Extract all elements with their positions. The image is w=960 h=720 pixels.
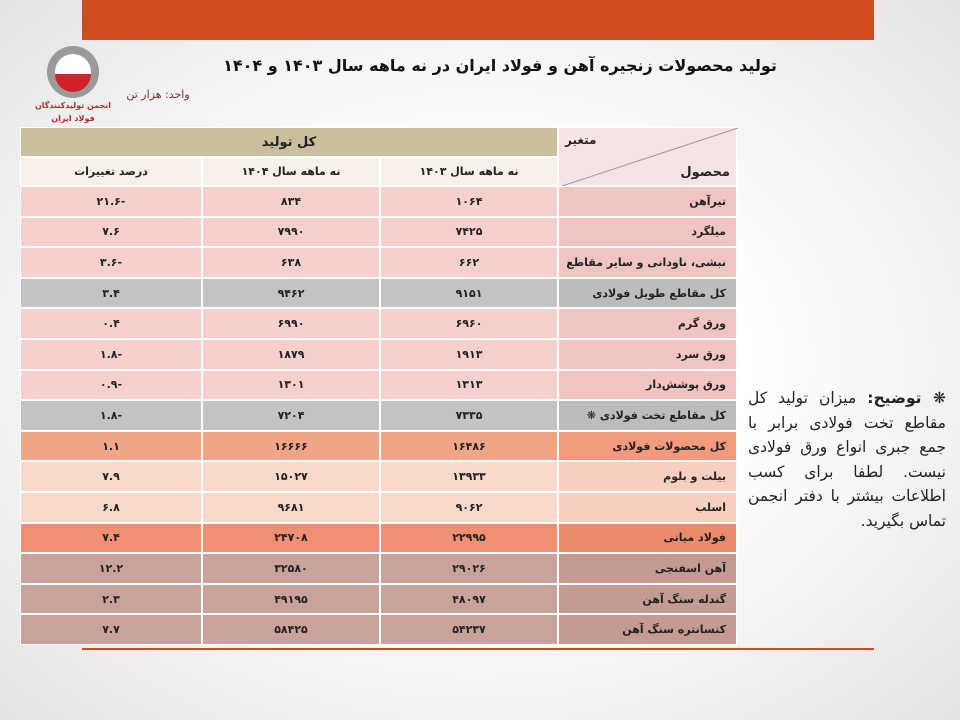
product-cell: کل محصولات فولادی <box>558 430 737 462</box>
value-cell: ۷.۶ <box>20 216 202 248</box>
product-cell: آهن اسفنجی <box>558 553 737 584</box>
value-cell: ۲.۳ <box>20 583 202 615</box>
note: ❋ توضیح: میزان تولید کل مقاطع تخت فولادی… <box>748 386 946 533</box>
title: تولید محصولات زنجیره آهن و فولاد ایران د… <box>223 56 777 75</box>
logo-line2: فولاد ایران <box>51 114 94 123</box>
value-cell: ۲۹۰۲۶ <box>380 553 558 584</box>
value-cell: ۲۱.۶- <box>20 186 202 217</box>
value-cell: ۷.۴ <box>20 522 202 554</box>
value-cell: ۶۳۸ <box>202 247 380 278</box>
note-label: ❋ توضیح: <box>867 389 946 407</box>
product-cell: نبشی، ناودانی و سایر مقاطع <box>558 247 737 278</box>
value-cell: ۵۸۴۲۵ <box>202 614 380 645</box>
value-cell: ۳.۴ <box>20 277 202 309</box>
product-cell: ورق سرد <box>558 339 737 370</box>
variable-header: متغیر <box>565 133 597 147</box>
value-cell: ۳۲۵۸۰ <box>202 553 380 584</box>
product-cell: ورق گرم <box>558 308 737 339</box>
value-cell: ۰.۹- <box>20 369 202 401</box>
value-cell: ۶۹۶۰ <box>380 308 558 339</box>
value-cell: ۵۴۲۳۷ <box>380 614 558 645</box>
value-cell: ۱۳۹۳۳ <box>380 461 558 492</box>
product-cell: کنسانتره سنگ آهن <box>558 614 737 645</box>
value-cell: ۱۶۶۶۶ <box>202 430 380 462</box>
value-cell: ۱.۱ <box>20 430 202 462</box>
product-cell: گندله سنگ آهن <box>558 583 737 615</box>
value-cell: ۷۲۰۴ <box>202 400 380 431</box>
value-cell: ۱.۸- <box>20 400 202 431</box>
unit: واحد: هزار تن <box>126 88 190 101</box>
value-cell: ۷۳۳۵ <box>380 400 558 431</box>
column-header: نه ماهه سال ۱۴۰۳ <box>380 157 558 186</box>
logo-line1: انجمن تولیدکنندگان <box>35 100 111 110</box>
table: کل تولید متغیر محصول نه ماهه سال ۱۴۰۳ نه ماه… <box>20 127 738 645</box>
product-cell: کل مقاطع تخت فولادی ❋ <box>558 400 737 431</box>
product-cell: تیرآهن <box>558 186 737 217</box>
value-cell: ۱۶۴۸۶ <box>380 430 558 462</box>
value-cell: ۴۹۱۹۵ <box>202 583 380 615</box>
value-cell: ۱۹۱۳ <box>380 339 558 370</box>
product-cell: ورق پوشش‌دار <box>558 369 737 401</box>
product-cell: میلگرد <box>558 216 737 248</box>
note-text: میزان تولید کل مقاطع تخت فولادی برابر با… <box>748 389 946 530</box>
bottom-line <box>82 648 874 650</box>
product-cell: اسلب <box>558 492 737 523</box>
group-header: کل تولید <box>20 127 558 157</box>
value-cell: ۹۶۸۱ <box>202 492 380 523</box>
value-cell: ۱۲.۲ <box>20 553 202 584</box>
value-cell: ۳.۶- <box>20 247 202 278</box>
value-cell: ۴۸۰۹۷ <box>380 583 558 615</box>
value-cell: ۱۳۱۳ <box>380 369 558 401</box>
column-header: درصد تغییرات <box>20 157 202 186</box>
value-cell: ۱۵۰۲۷ <box>202 461 380 492</box>
value-cell: ۷۴۲۵ <box>380 216 558 248</box>
product-header: محصول <box>680 165 730 180</box>
logo: انجمن تولیدکنندگان فولاد ایران <box>35 46 111 123</box>
product-cell: بیلت و بلوم <box>558 461 737 492</box>
value-cell: ۱.۸- <box>20 339 202 370</box>
logo-red <box>55 74 91 92</box>
value-cell: ۱۳۰۱ <box>202 369 380 401</box>
value-cell: ۲۴۷۰۸ <box>202 522 380 554</box>
value-cell: ۷.۷ <box>20 614 202 645</box>
value-cell: ۷۹۹۰ <box>202 216 380 248</box>
column-header: نه ماهه سال ۱۴۰۴ <box>202 157 380 186</box>
value-cell: ۶۶۲ <box>380 247 558 278</box>
value-cell: ۹۴۶۲ <box>202 277 380 309</box>
value-cell: ۸۳۴ <box>202 186 380 217</box>
diagonal <box>559 128 738 187</box>
value-cell: ۱۸۷۹ <box>202 339 380 370</box>
product-cell: کل مقاطع طویل فولادی <box>558 277 737 309</box>
value-cell: ۱۰۶۴ <box>380 186 558 217</box>
value-cell: ۹۱۵۱ <box>380 277 558 309</box>
product-cell: فولاد میانی <box>558 522 737 554</box>
product-header-cell: متغیر محصول <box>558 127 738 187</box>
top-bar <box>82 0 874 40</box>
value-cell: ۹۰۶۲ <box>380 492 558 523</box>
value-cell: ۷.۹ <box>20 461 202 492</box>
value-cell: ۰.۴ <box>20 308 202 339</box>
value-cell: ۲۲۹۹۵ <box>380 522 558 554</box>
value-cell: ۶۹۹۰ <box>202 308 380 339</box>
value-cell: ۶.۸ <box>20 492 202 523</box>
